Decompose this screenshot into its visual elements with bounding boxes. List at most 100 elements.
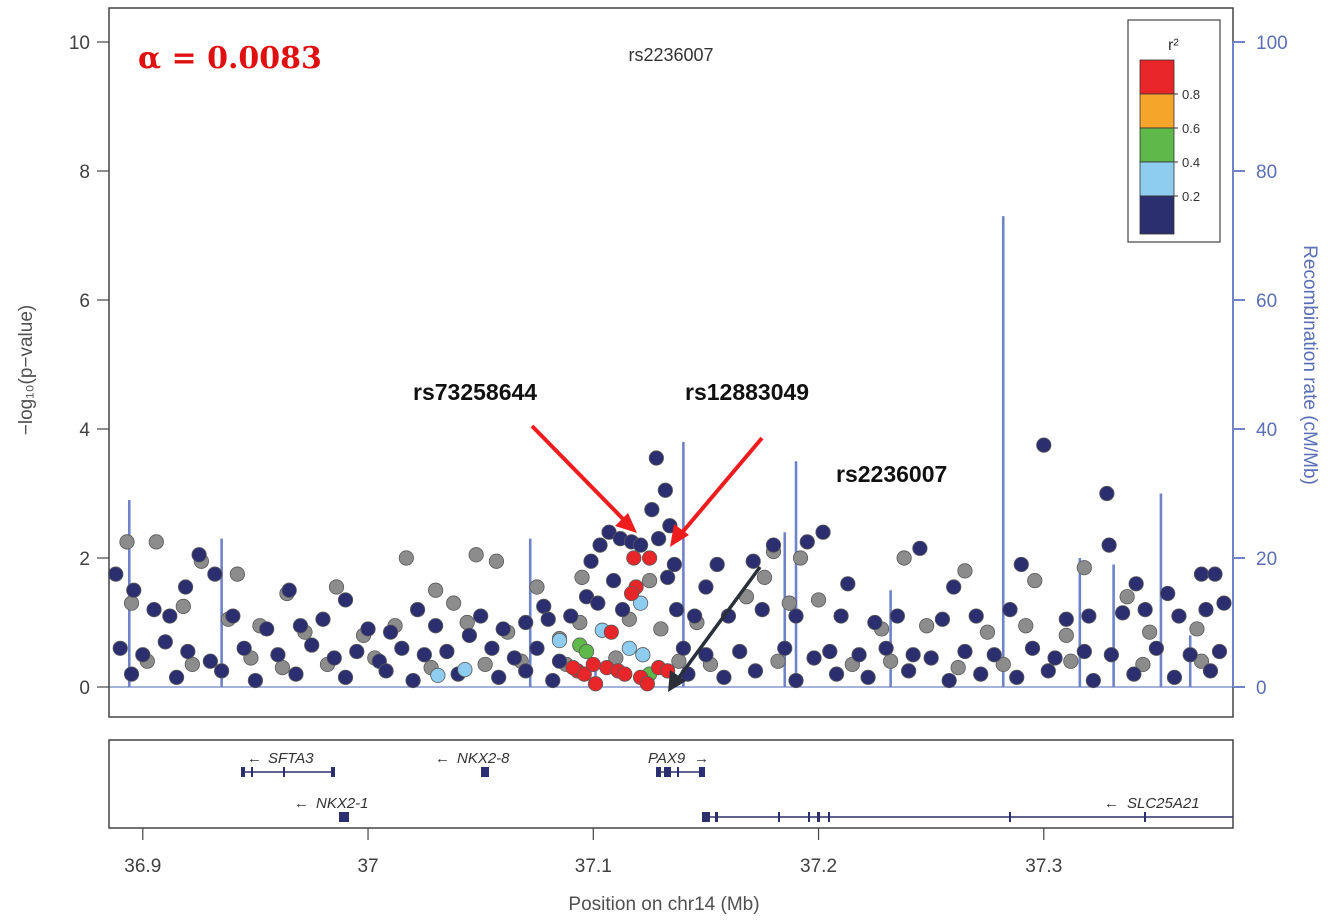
snp-point-s3-28 xyxy=(337,592,354,608)
gene-track-frame xyxy=(108,739,1234,829)
x-tick-label-2: 37.1 xyxy=(575,856,612,877)
snp-point-s3-100 xyxy=(851,647,867,663)
snp-point-s3-134 xyxy=(1009,669,1025,685)
snp-point-s3-18 xyxy=(745,553,761,569)
snp-point-s4-66 xyxy=(1193,653,1210,669)
snp-point-s3-72 xyxy=(1137,601,1153,618)
y-right-tick-label-5: 100 xyxy=(1256,33,1288,54)
snp-point-s4-42 xyxy=(1018,618,1034,634)
snp-point-s3-37 xyxy=(1193,566,1210,582)
snp-point-s3-110 xyxy=(1148,640,1165,656)
snp-point-s1-1 xyxy=(578,643,595,660)
annotations: rs73258644 rs12883049 rs2236007 xyxy=(413,379,947,692)
legend-label-04: 0.4 xyxy=(1182,155,1200,170)
snp-point-s4-59 xyxy=(770,653,786,669)
snp-point-s3-54 xyxy=(563,608,579,624)
snp-point-s4-57 xyxy=(671,653,687,669)
y-tick-label-5: 10 xyxy=(69,33,90,54)
snp-point-s3-58 xyxy=(669,601,685,618)
y-axis-left: 0 2 4 6 8 10 xyxy=(69,33,109,699)
y-tick-label-1: 2 xyxy=(79,549,90,570)
y-tick-label-2: 4 xyxy=(79,420,90,441)
snp-point-s3-66 xyxy=(934,611,951,627)
snp-point-s3-21 xyxy=(1101,537,1117,553)
snp-point-s0-4 xyxy=(603,624,619,640)
legend-swatch-5 xyxy=(1139,195,1175,235)
snp-point-s3-25 xyxy=(207,566,223,582)
arrow-rs12883049 xyxy=(670,436,764,547)
snp-point-s3-113 xyxy=(123,666,140,682)
snp-point-s0-16 xyxy=(585,656,601,673)
snp-point-s3-14 xyxy=(815,524,831,540)
snp-point-s4-0 xyxy=(119,534,135,550)
snp-point-s3-139 xyxy=(1202,663,1219,679)
y-axis-label: −log₁₀(p−value) xyxy=(16,305,37,436)
snp-point-s3-29 xyxy=(409,601,426,618)
snp-point-s4-19 xyxy=(1119,589,1135,605)
gene-sfta3-arrow: ← xyxy=(247,750,262,767)
gene-pax9: PAX9 xyxy=(648,750,686,767)
snp-point-s3-39 xyxy=(108,566,124,582)
snp-point-s2-4 xyxy=(632,595,649,611)
legend-label-06: 0.6 xyxy=(1182,121,1200,136)
x-axis: 36.9 37 37.1 37.2 37.3 xyxy=(124,828,1062,877)
snp-point-s3-61 xyxy=(754,601,770,618)
snp-point-s3-93 xyxy=(551,653,568,669)
y-axis-right: 0 20 40 60 80 100 xyxy=(1232,33,1288,699)
snp-point-s4-10 xyxy=(529,579,545,595)
gene-nkx2-8: NKX2-8 xyxy=(457,750,510,767)
snp-point-s3-116 xyxy=(247,672,264,689)
snp-point-s4-14 xyxy=(792,550,809,566)
gene-slc25a21-arrow: ← xyxy=(1104,795,1119,812)
snp-point-s3-62 xyxy=(788,608,804,624)
snp-point-s4-33 xyxy=(653,621,669,637)
snp-point-s4-3 xyxy=(229,566,245,582)
snp-point-s2-5 xyxy=(635,647,651,663)
snp-point-s3-97 xyxy=(777,640,793,656)
snp-point-s3-88 xyxy=(416,647,432,663)
alpha-label: α = 0.0083 xyxy=(138,41,322,76)
legend-label-08: 0.8 xyxy=(1182,87,1200,102)
snp-point-s4-47 xyxy=(184,656,200,673)
gene-nkx2-1: NKX2-1 xyxy=(316,795,369,812)
arrow-rs2236007 xyxy=(668,565,762,692)
snp-point-s4-63 xyxy=(995,656,1011,673)
snp-point-s3-78 xyxy=(157,634,173,650)
snp-point-s3-55 xyxy=(578,589,595,605)
snp-point-s4-36 xyxy=(756,569,773,585)
snp-point-s3-59 xyxy=(687,608,703,624)
x-tick-label-3: 37.2 xyxy=(800,856,837,877)
snp-point-s3-49 xyxy=(428,618,444,634)
snp-point-s3-111 xyxy=(1182,647,1198,663)
snp-point-s3-85 xyxy=(349,643,365,660)
snp-point-s3-69 xyxy=(1058,611,1074,627)
gene-pax9-arrow: → xyxy=(694,750,709,767)
snp-point-s3-71 xyxy=(1115,605,1131,621)
snp-point-s3-70 xyxy=(1081,608,1097,624)
snp-point-s4-15 xyxy=(896,550,912,566)
snp-point-s3-20 xyxy=(1013,556,1029,573)
snp-point-s0-7 xyxy=(587,676,604,692)
snp-point-s4-21 xyxy=(175,598,191,614)
y-axis-right-label: Recombination rate (cM/Mb) xyxy=(1299,245,1320,485)
snp-point-s3-1 xyxy=(657,482,673,498)
snp-point-s4-65 xyxy=(1135,656,1151,673)
snp-point-s4-61 xyxy=(883,653,899,669)
snp-point-s4-6 xyxy=(398,550,414,566)
snp-point-s3-103 xyxy=(923,650,939,666)
snp-point-s3-52 xyxy=(518,614,534,631)
snp-point-s3-31 xyxy=(536,598,552,614)
snp-point-s3-81 xyxy=(236,640,252,656)
snp-point-s3-2 xyxy=(644,502,660,518)
snp-point-s4-9 xyxy=(488,553,505,569)
snp-point-s3-46 xyxy=(315,611,331,627)
snp-point-s3-95 xyxy=(698,647,714,663)
snp-point-s4-44 xyxy=(1142,624,1158,640)
snp-point-s3-51 xyxy=(495,621,511,637)
legend: r² 0.8 0.6 0.4 0.2 xyxy=(1127,19,1221,243)
snp-point-s3-40 xyxy=(126,582,142,598)
y-right-tick-label-3: 60 xyxy=(1256,291,1277,312)
gene-slc25a21: SLC25A21 xyxy=(1127,795,1200,812)
y-right-tick-label-0: 0 xyxy=(1256,678,1267,699)
